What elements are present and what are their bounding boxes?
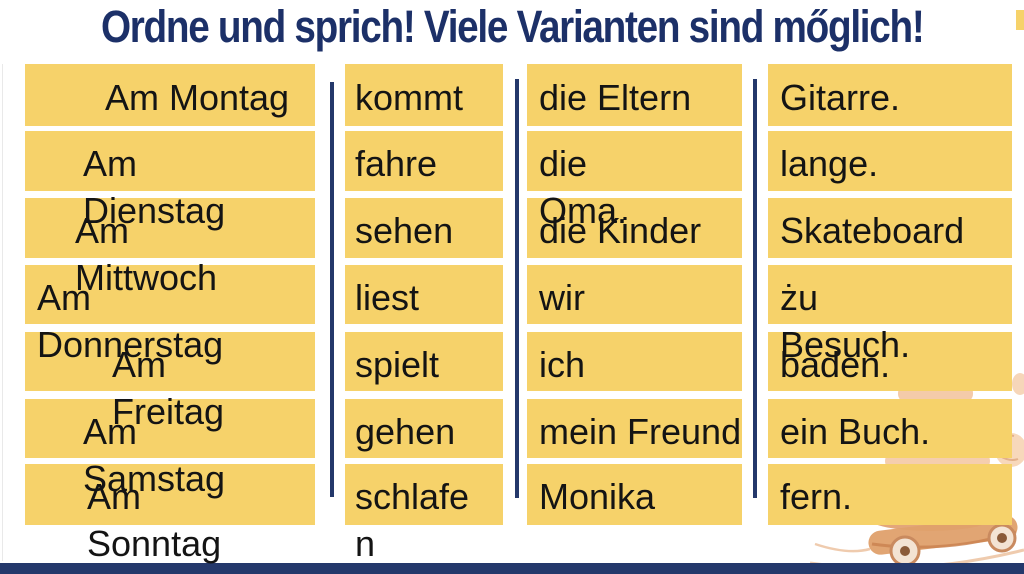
card-label: kommt (355, 77, 463, 118)
card-label: sehen (355, 210, 454, 251)
card-am-samstag: Am Samstag (25, 399, 315, 499)
card-monika: Monika (527, 464, 742, 525)
card-kommt: kommt (345, 64, 503, 126)
card-label: Am Samstag (83, 411, 226, 499)
card-label: die Oma. (539, 143, 628, 231)
card-liest: liest (345, 265, 503, 324)
card-baden: baden. (768, 332, 1012, 391)
column-divider-2 (515, 79, 519, 498)
card-label: baden. (780, 344, 891, 385)
skateboard-wheel (889, 535, 921, 567)
card-spielt: spielt (345, 332, 503, 391)
card-die-eltern: die Eltern (527, 64, 742, 126)
card-sehen: sehen (345, 198, 503, 258)
card-am-sonntag: Am Sonntag (25, 464, 315, 564)
card-label: fahre (355, 143, 438, 184)
card-am-mittwoch: Am Mittwoch (25, 198, 315, 298)
card-label: wir (539, 277, 585, 318)
card-label: ich (539, 344, 586, 385)
card-schlafen: schlafe n (345, 464, 503, 564)
card-ein-buch: ein Buch. (768, 399, 1012, 458)
slide-title-text: Ordne und sprich! Viele Varianten sind m… (100, 1, 925, 52)
card-ich: ich (527, 332, 742, 391)
card-skateboard: Skateboard (768, 198, 1012, 258)
card-label: Skateboard (780, 210, 965, 251)
card-label: Am Montag (105, 77, 290, 118)
skateboard-wheel (987, 523, 1017, 553)
card-label: Am Dienstag (83, 143, 226, 231)
card-label: liest (355, 277, 420, 318)
card-label: żu Besuch. (780, 277, 911, 365)
column-divider-3 (753, 79, 757, 498)
card-label: Am Donnerstag (37, 277, 224, 365)
card-die-kinder: die Kinder (527, 198, 742, 258)
bottom-bar (0, 563, 1024, 574)
card-label: Am Sonntag (87, 476, 222, 564)
card-lange: lange. (768, 131, 1012, 191)
card-label: schlafe n (355, 476, 470, 564)
card-label: fern. (780, 476, 853, 517)
card-gehen: gehen (345, 399, 503, 458)
card-am-donnerstag: Am Donnerstag (25, 265, 315, 365)
card-fern: fern. (768, 464, 1012, 525)
card-label: Gitarre. (780, 77, 901, 118)
card-label: Monika (539, 476, 656, 517)
card-label: spielt (355, 344, 440, 385)
slide-left-edge-line (2, 64, 3, 561)
card-label: die Eltern (539, 77, 692, 118)
card-label: die Kinder (539, 210, 702, 251)
card-am-montag: Am Montag (25, 64, 315, 126)
card-gitarre: Gitarre. (768, 64, 1012, 126)
corner-yellow-mark (1016, 10, 1024, 30)
card-zu-besuch: żu Besuch. (768, 265, 1012, 365)
column-divider-1 (330, 82, 334, 497)
card-am-dienstag: Am Dienstag (25, 131, 315, 231)
card-fahre: fahre (345, 131, 503, 191)
card-label: mein Freund (539, 411, 742, 452)
card-label: Am Mittwoch (75, 210, 218, 298)
card-die-oma: die Oma. (527, 131, 742, 231)
card-label: Am Freitag (112, 344, 225, 432)
card-wir: wir (527, 265, 742, 324)
card-label: ein Buch. (780, 411, 931, 452)
figure-edge-blob (1012, 373, 1024, 395)
slide-title: Ordne und sprich! Viele Varianten sind m… (0, 1, 1024, 53)
card-label: gehen (355, 411, 456, 452)
card-am-freitag: Am Freitag (25, 332, 315, 432)
card-label: lange. (780, 143, 879, 184)
card-mein-freund: mein Freund (527, 399, 742, 458)
